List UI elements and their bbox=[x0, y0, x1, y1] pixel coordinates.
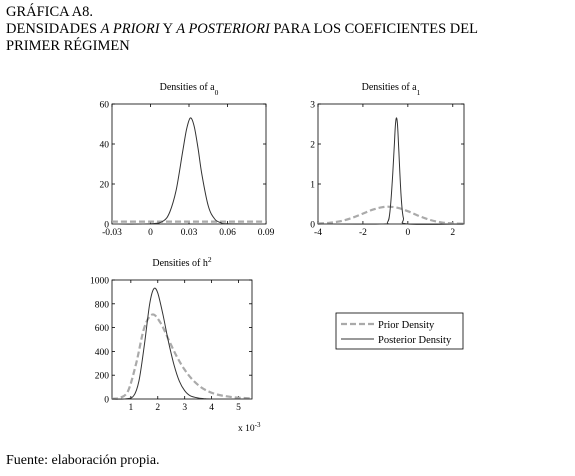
x-tick-label: 0.03 bbox=[181, 228, 198, 238]
y-tick-label: 3 bbox=[310, 101, 315, 111]
x-tick-label: 2 bbox=[155, 403, 160, 413]
y-tick-label: 600 bbox=[95, 324, 110, 334]
plot-frame-2 bbox=[111, 279, 253, 400]
posterior-density-line bbox=[317, 117, 465, 225]
x-axis-multiplier: x 10-3 bbox=[238, 421, 261, 434]
y-tick-label: 0 bbox=[104, 396, 109, 406]
prior-density-line bbox=[317, 205, 465, 225]
title-part: Y bbox=[159, 21, 177, 37]
figure-number: GRÁFICA A8. bbox=[6, 4, 94, 20]
x-tick-label: 0.06 bbox=[219, 228, 236, 238]
y-tick-label: 1 bbox=[310, 181, 315, 191]
figure-title: DENSIDADES A PRIORI Y A POSTERIORI PARA … bbox=[6, 21, 478, 38]
x-tick-label: 1 bbox=[128, 403, 133, 413]
x-tick-label: 0 bbox=[405, 228, 410, 238]
legend-prior-label: Prior Density bbox=[378, 320, 435, 331]
posterior-density-line bbox=[111, 117, 267, 225]
chart-title-subscript: 1 bbox=[417, 88, 421, 97]
title-part: DENSIDADES bbox=[6, 21, 101, 37]
y-tick-label: 1000 bbox=[90, 277, 109, 287]
x-tick-label: 0.09 bbox=[258, 228, 275, 238]
legend: Prior Density Posterior Density bbox=[335, 312, 464, 350]
figure-heading: GRÁFICA A8. DENSIDADES A PRIORI Y A POST… bbox=[6, 4, 478, 55]
plot-frame-1 bbox=[317, 103, 465, 225]
plot-frame-0 bbox=[111, 103, 267, 225]
x-tick-label: 2 bbox=[450, 228, 455, 238]
y-tick-label: 0 bbox=[104, 221, 109, 231]
x-tick-label: 3 bbox=[182, 403, 187, 413]
y-tick-label: 2 bbox=[310, 141, 315, 151]
y-tick-label: 20 bbox=[100, 181, 110, 191]
y-tick-label: 0 bbox=[310, 221, 315, 231]
chart-title-superscript: 2 bbox=[208, 255, 212, 264]
title-italic-a-priori: A PRIORI bbox=[100, 21, 160, 37]
x-axis-multiplier-exponent: -3 bbox=[255, 421, 261, 429]
x-tick-label: -0.03 bbox=[102, 228, 122, 238]
legend-posterior-label: Posterior Density bbox=[378, 335, 452, 346]
x-tick-label: 5 bbox=[236, 403, 241, 413]
title-part: PARA LOS COEFICIENTES DEL bbox=[269, 21, 478, 37]
posterior-density-line bbox=[111, 287, 252, 400]
source-note: Fuente: elaboración propia. bbox=[6, 453, 160, 468]
figure-title-line3: PRIMER RÉGIMEN bbox=[6, 38, 130, 54]
chart-title-subscript: 0 bbox=[215, 88, 219, 97]
chart-title: Densities of a0 bbox=[160, 82, 219, 97]
x-tick-label: -2 bbox=[359, 228, 367, 238]
x-tick-label: 4 bbox=[209, 403, 214, 413]
y-tick-label: 200 bbox=[95, 372, 110, 382]
chart-title: Densities of a1 bbox=[362, 82, 421, 97]
chart-title: Densities of h2 bbox=[152, 255, 212, 270]
y-tick-label: 60 bbox=[100, 101, 110, 111]
title-italic-a-posteriori: A POSTERIORI bbox=[176, 21, 270, 37]
prior-density-line bbox=[111, 313, 253, 400]
y-tick-label: 800 bbox=[95, 300, 110, 310]
y-tick-label: 400 bbox=[95, 348, 110, 358]
legend-box bbox=[335, 312, 464, 350]
y-tick-label: 40 bbox=[100, 141, 110, 151]
x-tick-label: -4 bbox=[314, 228, 322, 238]
x-tick-label: 0 bbox=[148, 228, 153, 238]
